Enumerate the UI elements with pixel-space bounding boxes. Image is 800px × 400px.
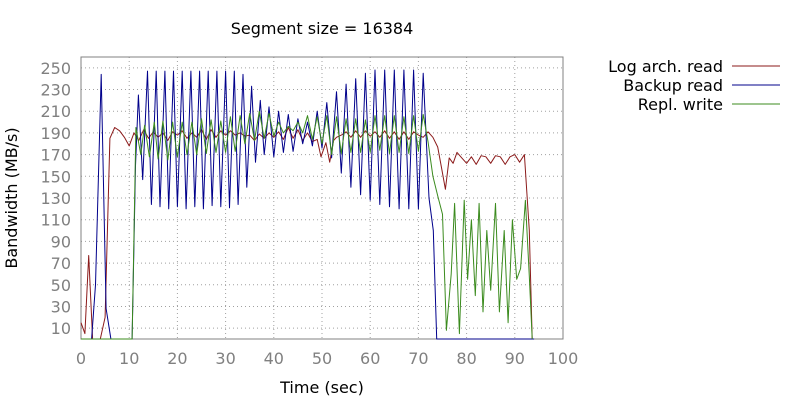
x-tick-label: 0: [76, 349, 86, 368]
y-tick-label: 250: [40, 59, 71, 78]
tick-labels: 10 30 50 70 90 110 130 150 170 190 210 230 250 0 10 20 3…: [40, 59, 578, 368]
y-tick-label: 130: [40, 189, 71, 208]
grid: [81, 57, 563, 339]
x-tick-label: 90: [505, 349, 525, 368]
y-tick-label: 170: [40, 146, 71, 165]
x-tick-label: 60: [360, 349, 380, 368]
series-layer: [81, 70, 534, 339]
x-tick-label: 20: [167, 349, 187, 368]
y-tick-label: 90: [51, 232, 71, 251]
x-tick-label: 70: [408, 349, 428, 368]
y-tick-label: 10: [51, 319, 71, 338]
x-tick-label: 30: [215, 349, 235, 368]
y-tick-label: 190: [40, 124, 71, 143]
y-tick-label: 110: [40, 211, 71, 230]
y-axis-label: Bandwidth (MB/s): [2, 127, 21, 268]
x-tick-label: 80: [456, 349, 476, 368]
x-tick-label: 100: [548, 349, 579, 368]
x-axis-label: Time (sec): [279, 378, 364, 397]
x-tick-label: 10: [119, 349, 139, 368]
y-tick-label: 210: [40, 102, 71, 121]
y-tick-label: 150: [40, 167, 71, 186]
series-line-log-arch-read: [81, 128, 532, 340]
chart-title: Segment size = 16384: [231, 19, 414, 38]
series-line-backup-read: [81, 70, 534, 339]
x-tick-label: 50: [312, 349, 332, 368]
y-tick-label: 230: [40, 81, 71, 100]
y-tick-label: 70: [51, 254, 71, 273]
legend: Log arch. read Backup read Repl. write: [608, 57, 780, 114]
y-tick-label: 30: [51, 297, 71, 316]
series-line-repl-write: [81, 111, 532, 339]
y-tick-label: 50: [51, 276, 71, 295]
legend-label-backup-read: Backup read: [623, 76, 723, 95]
legend-label-log-arch-read: Log arch. read: [608, 57, 723, 76]
x-tick-label: 40: [264, 349, 284, 368]
legend-label-repl-write: Repl. write: [638, 95, 723, 114]
